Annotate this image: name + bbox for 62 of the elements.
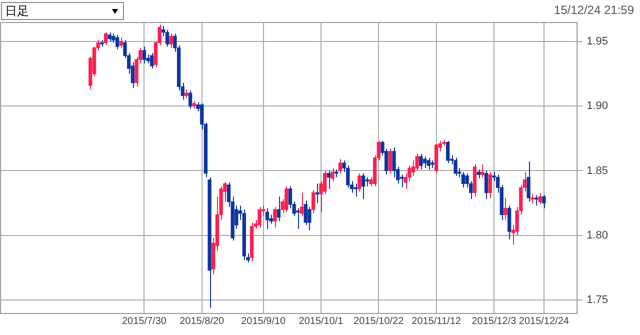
candlestick	[311, 190, 316, 214]
candlestick	[530, 194, 534, 204]
candlestick	[526, 161, 530, 202]
candlestick	[188, 90, 192, 110]
x-tick-label: 2015/7/30	[122, 316, 167, 327]
y-tick-label: 1.80	[586, 229, 608, 242]
candlestick	[142, 46, 146, 64]
candlestick	[461, 172, 466, 188]
x-tick-label: 2015/12/3	[472, 316, 517, 327]
candlestick	[426, 157, 430, 170]
candlestick	[361, 172, 366, 200]
candlestick	[358, 172, 362, 192]
candlestick	[476, 168, 480, 179]
candlestick	[296, 208, 300, 230]
candlestick	[542, 194, 546, 209]
candlestick	[304, 200, 308, 226]
x-tick-label: 2015/10/1	[298, 316, 344, 327]
candlestick	[388, 148, 392, 174]
candlestick	[165, 29, 170, 48]
text: 15/12/24 21:59	[554, 3, 634, 17]
candlestick	[326, 170, 331, 190]
candlestick	[422, 156, 427, 169]
candlestick	[365, 176, 369, 187]
candlestick	[284, 186, 288, 213]
candlestick	[315, 183, 319, 204]
candlestick	[419, 153, 423, 170]
candlestick	[392, 146, 396, 178]
candlestick	[330, 168, 334, 182]
candlestick	[484, 170, 488, 200]
x-tick-label: 2015/8/20	[180, 316, 225, 327]
candlestick	[119, 37, 123, 48]
candlestick	[104, 32, 108, 46]
candlestick	[534, 194, 538, 206]
candlestick	[454, 157, 458, 176]
candlestick	[488, 172, 492, 198]
candlestick	[265, 208, 270, 230]
candlestick	[115, 34, 120, 50]
candlestick	[504, 197, 508, 220]
candlestick	[273, 206, 277, 228]
y-tick-label: 1.90	[586, 100, 608, 112]
candlestick	[354, 183, 358, 198]
y-tick-label: 1.85	[586, 164, 608, 177]
x-tick-label: 2015/10/22	[354, 316, 404, 327]
candlestick	[446, 140, 450, 164]
y-tick-label: 1.75	[586, 294, 608, 306]
candlestick	[508, 205, 512, 240]
candlestick	[150, 52, 154, 70]
candlestick	[108, 32, 112, 42]
candlestick	[169, 33, 173, 48]
x-tick-label: 2015/9/10	[241, 316, 286, 327]
x-tick-label: 2015/11/12	[412, 316, 462, 327]
candlestick	[184, 88, 188, 99]
x-tick-label: 2015/12/24	[518, 316, 570, 327]
candlestick	[338, 158, 342, 174]
candlestick	[538, 192, 542, 205]
period-dropdown: 日足	[1, 2, 124, 20]
y-tick-label: 1.95	[586, 35, 608, 48]
candlestick	[276, 196, 281, 222]
candlestick	[258, 206, 262, 228]
candlestick	[480, 164, 484, 178]
candlestick	[300, 192, 304, 216]
candlestick	[308, 206, 312, 231]
